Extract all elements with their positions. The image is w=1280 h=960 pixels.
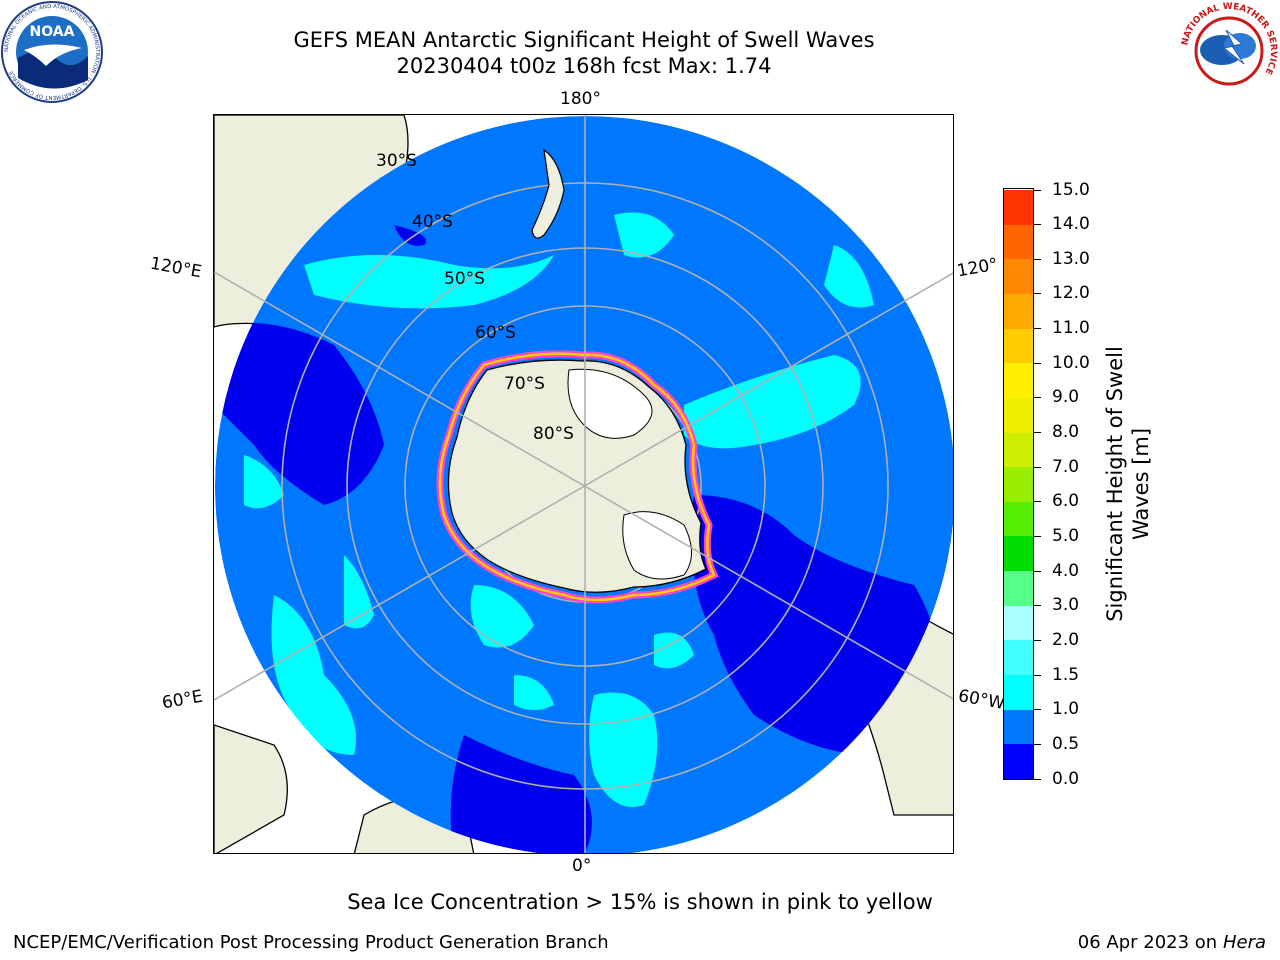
footer-host: Hera — [1222, 932, 1266, 953]
colorbar-segment — [1004, 362, 1033, 398]
colorbar-tick — [1034, 224, 1041, 226]
colorbar-segment — [1004, 674, 1033, 710]
colorbar-segment — [1004, 639, 1033, 676]
colorbar-segment — [1004, 501, 1033, 537]
colorbar-segment — [1004, 743, 1033, 779]
colorbar-tick-label: 8.0 — [1052, 422, 1080, 443]
colorbar-title: Significant Height of Swell Waves [m] — [1102, 346, 1154, 622]
colorbar-tick-label: 4.0 — [1052, 560, 1080, 581]
nws-logo: NATIONAL WEATHER SERVICE — [1178, 0, 1280, 102]
colorbar-tick-label: 15.0 — [1052, 179, 1090, 200]
colorbar-tick — [1034, 189, 1041, 191]
colorbar-tick — [1034, 605, 1041, 607]
lat-label-30s: 30°S — [376, 151, 417, 171]
colorbar-tick-label: 0.0 — [1052, 768, 1080, 789]
colorbar-tick — [1034, 743, 1041, 745]
colorbar-tick — [1034, 570, 1041, 572]
colorbar-segment — [1004, 570, 1033, 606]
colorbar-tick — [1034, 535, 1041, 537]
colorbar-title-line1: Significant Height of Swell — [1103, 346, 1127, 622]
colorbar-segment — [1004, 709, 1033, 745]
lat-label-60s: 60°S — [475, 323, 516, 343]
colorbar-segment — [1004, 328, 1033, 364]
lon-label-0: 0° — [572, 856, 592, 876]
colorbar-tick-label: 13.0 — [1052, 248, 1090, 269]
colorbar-tick-label: 11.0 — [1052, 318, 1090, 339]
footer-date: 06 Apr 2023 on Hera — [1078, 932, 1266, 953]
colorbar-tick-label: 3.0 — [1052, 595, 1080, 616]
colorbar-tick — [1034, 328, 1041, 330]
moderate-swell-regions — [244, 212, 874, 807]
colorbar-tick-label: 1.5 — [1052, 664, 1080, 685]
colorbar-tick — [1034, 778, 1041, 780]
low-swell-regions — [215, 225, 937, 853]
colorbar-tick — [1034, 293, 1041, 295]
colorbar-segment — [1004, 224, 1033, 260]
colorbar-tick-label: 5.0 — [1052, 525, 1080, 546]
colorbar — [1003, 188, 1034, 780]
footer-credit: NCEP/EMC/Verification Post Processing Pr… — [13, 932, 609, 953]
colorbar-tick-label: 9.0 — [1052, 387, 1080, 408]
lon-label-60e: 60°E — [160, 686, 205, 714]
colorbar-tick — [1034, 501, 1041, 503]
noaa-logo: NOAA NATIONAL OCEANIC AND ATMOSPHERIC AD… — [0, 0, 104, 104]
colorbar-tick — [1034, 258, 1041, 260]
colorbar-tick — [1034, 397, 1041, 399]
colorbar-tick-label: 14.0 — [1052, 214, 1090, 235]
colorbar-tick — [1034, 362, 1041, 364]
footer-date-text: 06 Apr 2023 on — [1077, 932, 1223, 953]
lon-label-120w: 120° — [955, 254, 1000, 282]
colorbar-tick-label: 2.0 — [1052, 629, 1080, 650]
longitude-gridlines — [214, 115, 953, 853]
colorbar-tick-label: 0.5 — [1052, 733, 1080, 754]
chart-subtitle: 20230404 t00z 168h fcst Max: 1.74 — [396, 54, 772, 78]
lat-label-40s: 40°S — [412, 212, 453, 232]
colorbar-segment — [1004, 293, 1033, 329]
colorbar-segment — [1004, 432, 1033, 468]
colorbar-segment — [1004, 605, 1033, 641]
colorbar-title-line2: Waves [m] — [1129, 427, 1153, 541]
lon-label-120e: 120°E — [148, 253, 204, 283]
svg-text:NOAA: NOAA — [30, 24, 75, 40]
colorbar-tick-label: 1.0 — [1052, 699, 1080, 720]
colorbar-tick — [1034, 639, 1041, 641]
new-zealand — [531, 148, 565, 239]
lat-label-50s: 50°S — [444, 269, 485, 289]
lon-label-180: 180° — [560, 89, 601, 109]
colorbar-tick-label: 10.0 — [1052, 352, 1090, 373]
chart-title: GEFS MEAN Antarctic Significant Height o… — [293, 28, 875, 52]
antarctica — [436, 350, 719, 604]
colorbar-tick-label: 6.0 — [1052, 491, 1080, 512]
colorbar-segment — [1004, 535, 1033, 572]
sea-ice-caption: Sea Ice Concentration > 15% is shown in … — [347, 890, 933, 914]
colorbar-tick — [1034, 709, 1041, 711]
lon-label-60w: 60°W — [956, 686, 1007, 714]
colorbar-segment — [1004, 189, 1033, 225]
colorbar-segment — [1004, 397, 1033, 433]
colorbar-tick-label: 12.0 — [1052, 283, 1090, 304]
colorbar-tick — [1034, 674, 1041, 676]
lat-label-70s: 70°S — [504, 374, 545, 394]
colorbar-tick-label: 7.0 — [1052, 456, 1080, 477]
colorbar-tick — [1034, 466, 1041, 468]
colorbar-segment — [1004, 466, 1033, 502]
map-panel — [213, 114, 954, 854]
colorbar-tick — [1034, 432, 1041, 434]
lat-label-80s: 80°S — [533, 424, 574, 444]
colorbar-segment — [1004, 258, 1033, 294]
